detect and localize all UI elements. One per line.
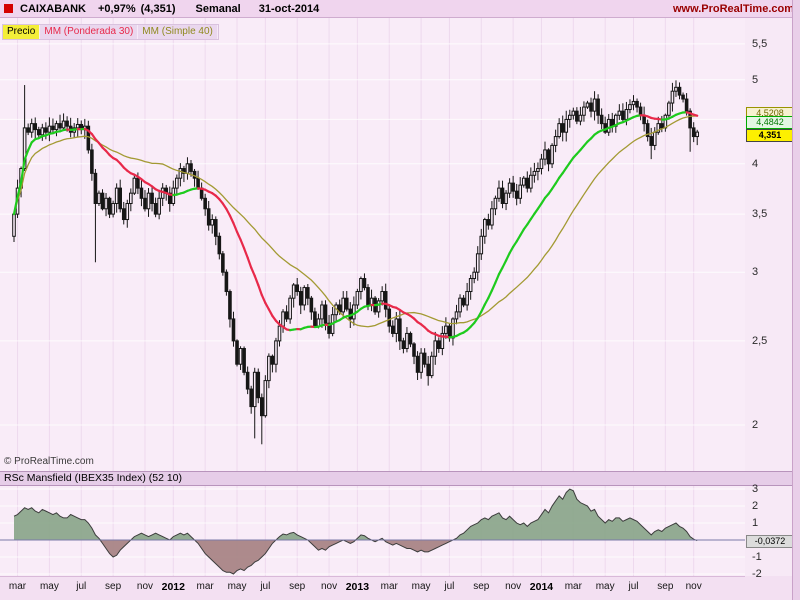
x-axis-month-label: mar	[196, 581, 214, 592]
x-axis-month-label: sep	[473, 581, 490, 592]
y-axis-tick: 2	[752, 500, 759, 513]
copyright-text: © ProRealTime.com	[4, 456, 94, 467]
y-axis-tick: 5	[752, 73, 759, 86]
x-axis-month-label: jul	[76, 581, 87, 592]
x-axis-month-label: nov	[136, 581, 154, 592]
x-axis-month-label: may	[411, 581, 431, 592]
x-axis-month-label: mar	[564, 581, 582, 592]
last-price-tag: 4,351	[746, 128, 794, 142]
x-axis-month-label: sep	[289, 581, 306, 592]
x-axis-month-label: may	[227, 581, 247, 592]
legend-price-chip[interactable]: Precio	[3, 25, 41, 39]
legend-ma-simple-40[interactable]: MM (Simple 40)	[138, 25, 218, 39]
mansfield-indicator-chart[interactable]	[0, 486, 745, 576]
timeframe-label: Semanal	[195, 2, 241, 15]
x-axis-month-label: jul	[628, 581, 639, 592]
price-chart[interactable]	[0, 18, 745, 471]
x-axis-month-label: mar	[8, 581, 27, 592]
x-axis-month-label: nov	[320, 581, 338, 592]
indicator-value-tag: -0,0372	[746, 535, 794, 549]
x-axis-month-label: sep	[657, 581, 674, 592]
y-axis-tick: 3	[752, 483, 759, 496]
price-legend: Precio MM (Ponderada 30) MM (Simple 40)	[2, 24, 219, 40]
date-label: 31-oct-2014	[258, 2, 320, 15]
indicator-header[interactable]: RSc Mansfield (IBEX35 Index) (52 10)	[0, 471, 800, 486]
y-axis-tick: 2	[752, 418, 759, 431]
vertical-scrollbar[interactable]	[792, 0, 800, 600]
x-axis-year-label: 2013	[345, 581, 370, 593]
last-price-parens: (4,351)	[140, 2, 176, 15]
prorealtime-site-link[interactable]: www.ProRealTime.com	[672, 2, 794, 15]
indicator-y-axis[interactable]: 3 2 1 -1 -2 -0,0372	[745, 483, 800, 580]
chart-header-bar: CAIXABANK +0,97% (4,351) Semanal 31-oct-…	[0, 0, 800, 18]
y-axis-tick: 3,5	[752, 208, 768, 221]
y-axis-tick: 1	[752, 517, 759, 530]
y-axis-tick: -1	[752, 550, 762, 563]
x-axis-month-label: sep	[105, 581, 122, 592]
x-axis-month-label: may	[39, 581, 59, 592]
x-axis-month-label: may	[595, 581, 615, 592]
x-axis-month-label: mar	[380, 581, 398, 592]
x-axis-month-label: nov	[505, 581, 522, 592]
y-axis-tick: -2	[752, 567, 762, 580]
symbol-name: CAIXABANK	[20, 2, 86, 15]
ma-weighted-30-value-tag: 4,4842	[746, 115, 794, 129]
x-axis-month-label: jul	[260, 581, 271, 592]
change-percent: +0,97%	[98, 2, 136, 15]
y-axis-tick: 2,5	[752, 334, 768, 347]
x-axis-year-label: 2012	[161, 581, 185, 593]
y-axis-tick: 4	[752, 157, 759, 170]
x-axis-month-label: jul	[444, 581, 455, 592]
symbol-color-square	[4, 4, 13, 13]
y-axis-tick: 5,5	[752, 37, 768, 50]
legend-ma-weighted-30[interactable]: MM (Ponderada 30)	[40, 25, 139, 39]
y-axis-tick: 3	[752, 266, 759, 279]
x-axis-year-label: 2014	[529, 581, 554, 593]
time-x-axis[interactable]: mar may jul sep nov 2012 mar may jul sep nov 2013 ma…	[0, 576, 745, 600]
x-axis-month-label: nov	[685, 581, 702, 592]
